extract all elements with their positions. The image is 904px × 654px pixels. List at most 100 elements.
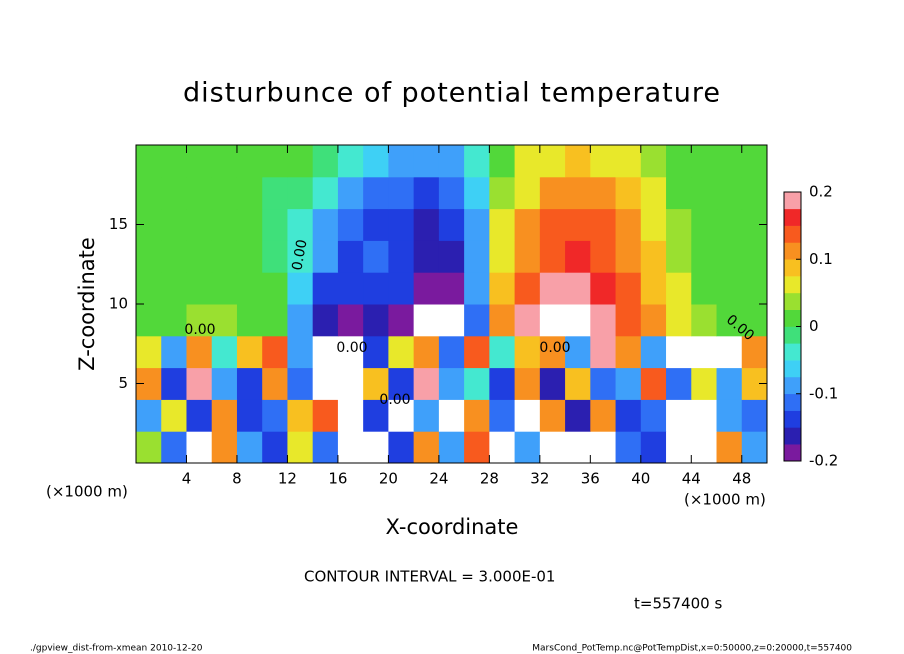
cell [514,304,541,337]
footer-right: MarsCond_PotTemp.nc@PotTempDist,x=0:5000… [532,644,852,654]
cell [691,176,718,210]
cell [565,176,591,210]
cell [312,335,339,369]
cell [565,399,591,432]
cell [136,176,162,210]
cell [388,272,415,305]
cell [590,176,617,210]
cell [287,335,314,369]
x-tick-label: 16 [328,470,347,488]
colorbar-swatch [784,427,801,445]
cell [236,335,263,369]
cell [716,176,743,210]
cell [514,240,541,273]
cell [565,367,591,400]
colorbar-swatch [784,410,801,428]
cell [640,272,667,305]
cell [464,335,490,369]
cell [262,335,288,369]
colorbar-swatch [784,360,801,378]
cell [161,399,187,432]
cell [388,240,415,273]
cell [716,272,743,305]
cell [539,208,566,241]
cell [161,272,187,305]
cell [666,335,692,369]
x-tick-label: 8 [232,470,242,488]
cell [716,240,743,273]
cell [489,145,516,178]
cell [741,335,768,369]
cell [666,240,692,273]
cell [489,335,516,369]
cell [363,431,389,464]
cell [312,272,339,305]
cell [539,399,566,432]
colorbar-tick-label: -0.2 [809,452,838,470]
cell [615,399,642,432]
colorbar-tick-label: -0.1 [809,384,838,402]
chart-title: disturbunce of potential temperature [183,78,721,109]
cell [741,399,768,432]
cell [539,240,566,273]
contour-label: 0.00 [184,322,215,338]
cell [666,208,692,241]
cell [236,176,263,210]
cell [186,399,213,432]
cell [514,431,541,464]
cell [262,399,288,432]
colorbar-swatch [784,309,801,327]
cell [590,272,617,305]
cell [464,145,490,178]
cell [136,272,162,305]
cell [640,240,667,273]
cell [565,272,591,305]
colorbar-swatch [784,276,801,294]
cell [211,367,238,400]
colorbar-swatch [784,326,801,344]
colorbar-swatch [784,393,801,411]
cell [590,208,617,241]
cell [666,431,692,464]
cell [337,431,364,464]
cell [716,431,743,464]
cell [136,431,162,464]
cell [539,176,566,210]
cell [211,272,238,305]
cell [262,367,288,400]
cell [691,272,718,305]
cell [565,208,591,241]
colorbar-swatch [784,225,801,243]
cell [236,272,263,305]
cell [337,272,364,305]
cell [590,399,617,432]
cell [514,272,541,305]
cell [539,304,566,337]
cell [236,431,263,464]
cell [211,240,238,273]
x-tick-label: 32 [530,470,549,488]
cell [464,399,490,432]
cell [741,145,768,178]
cell [741,176,768,210]
cell [691,208,718,241]
colorbar-swatch [784,444,801,462]
cell [691,240,718,273]
cell [388,367,415,400]
cell [514,367,541,400]
cell [337,367,364,400]
x-tick-label: 28 [480,470,499,488]
cell [287,176,314,210]
cell [136,304,162,337]
cell [388,304,415,337]
cell [590,335,617,369]
cell [666,367,692,400]
cell [211,399,238,432]
colorbar-swatch [784,376,801,395]
cell [363,176,389,210]
cell [262,304,288,337]
cell [186,145,213,178]
cell [464,304,490,337]
cell [136,240,162,273]
